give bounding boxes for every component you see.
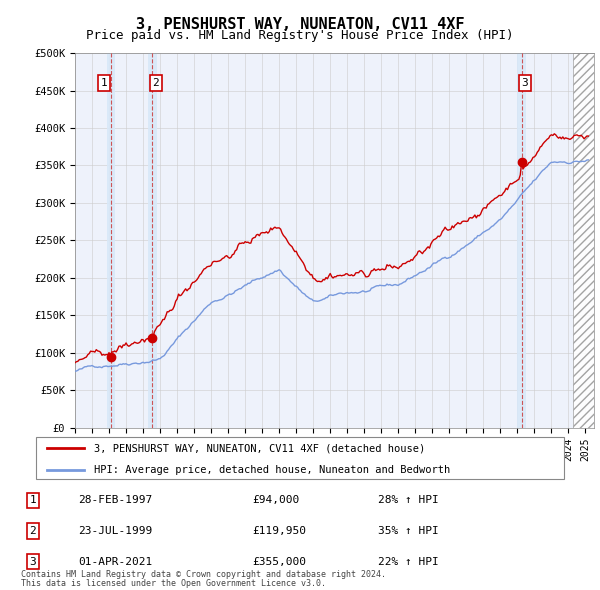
Text: 2: 2 bbox=[29, 526, 37, 536]
Text: This data is licensed under the Open Government Licence v3.0.: This data is licensed under the Open Gov… bbox=[21, 579, 326, 588]
Text: 3: 3 bbox=[29, 557, 37, 566]
FancyBboxPatch shape bbox=[36, 437, 564, 479]
Bar bbox=[148, 53, 157, 428]
Text: £119,950: £119,950 bbox=[252, 526, 306, 536]
Text: 35% ↑ HPI: 35% ↑ HPI bbox=[378, 526, 439, 536]
Text: Price paid vs. HM Land Registry's House Price Index (HPI): Price paid vs. HM Land Registry's House … bbox=[86, 30, 514, 42]
Bar bbox=[517, 53, 526, 428]
Text: 3: 3 bbox=[522, 78, 529, 88]
Text: 28-FEB-1997: 28-FEB-1997 bbox=[78, 496, 152, 505]
Text: 2: 2 bbox=[152, 78, 159, 88]
Text: 1: 1 bbox=[29, 496, 37, 505]
Text: 22% ↑ HPI: 22% ↑ HPI bbox=[378, 557, 439, 566]
Text: 23-JUL-1999: 23-JUL-1999 bbox=[78, 526, 152, 536]
Text: £355,000: £355,000 bbox=[252, 557, 306, 566]
Text: 3, PENSHURST WAY, NUNEATON, CV11 4XF: 3, PENSHURST WAY, NUNEATON, CV11 4XF bbox=[136, 17, 464, 31]
Bar bbox=[107, 53, 115, 428]
Text: 28% ↑ HPI: 28% ↑ HPI bbox=[378, 496, 439, 505]
Text: £94,000: £94,000 bbox=[252, 496, 299, 505]
Text: 3, PENSHURST WAY, NUNEATON, CV11 4XF (detached house): 3, PENSHURST WAY, NUNEATON, CV11 4XF (de… bbox=[94, 444, 425, 454]
Text: HPI: Average price, detached house, Nuneaton and Bedworth: HPI: Average price, detached house, Nune… bbox=[94, 465, 451, 475]
Text: Contains HM Land Registry data © Crown copyright and database right 2024.: Contains HM Land Registry data © Crown c… bbox=[21, 570, 386, 579]
Text: 1: 1 bbox=[101, 78, 107, 88]
Text: 01-APR-2021: 01-APR-2021 bbox=[78, 557, 152, 566]
Bar bbox=[573, 53, 594, 428]
